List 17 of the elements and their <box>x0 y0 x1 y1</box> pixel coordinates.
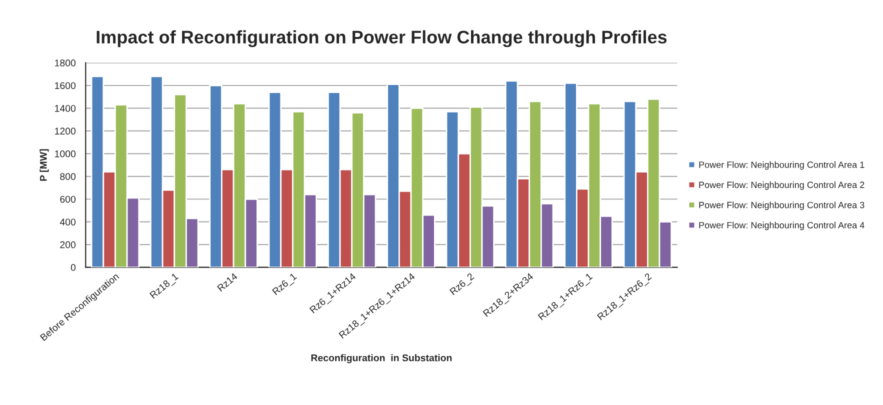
legend-label: Power Flow: Neighbouring Control Area 1 <box>699 161 864 170</box>
y-tick-label: 600 <box>60 196 76 203</box>
y-tick-label: 1400 <box>55 104 76 112</box>
chart-title: Impact of Reconfiguration on Power Flow Change through Profiles <box>96 30 667 48</box>
legend-label: Power Flow: Neighbouring Control Area 4 <box>699 222 864 230</box>
y-tick-label: 800 <box>60 173 76 180</box>
y-axis-title: P [MW] <box>40 149 49 181</box>
legend-label: Power Flow: Neighbouring Control Area 2 <box>699 181 864 190</box>
y-tick-label: 400 <box>60 218 76 226</box>
y-tick-label: 1200 <box>55 128 76 135</box>
y-tick-label: 1600 <box>55 82 76 90</box>
legend-label: Power Flow: Neighbouring Control Area 3 <box>699 202 864 210</box>
y-tick-label: 0 <box>70 264 76 271</box>
y-tick-label: 1800 <box>55 60 76 66</box>
y-tick-label: 1000 <box>55 150 76 158</box>
x-axis-title: Reconfiguration in Substation <box>311 354 452 364</box>
y-tick-label: 200 <box>60 241 76 248</box>
